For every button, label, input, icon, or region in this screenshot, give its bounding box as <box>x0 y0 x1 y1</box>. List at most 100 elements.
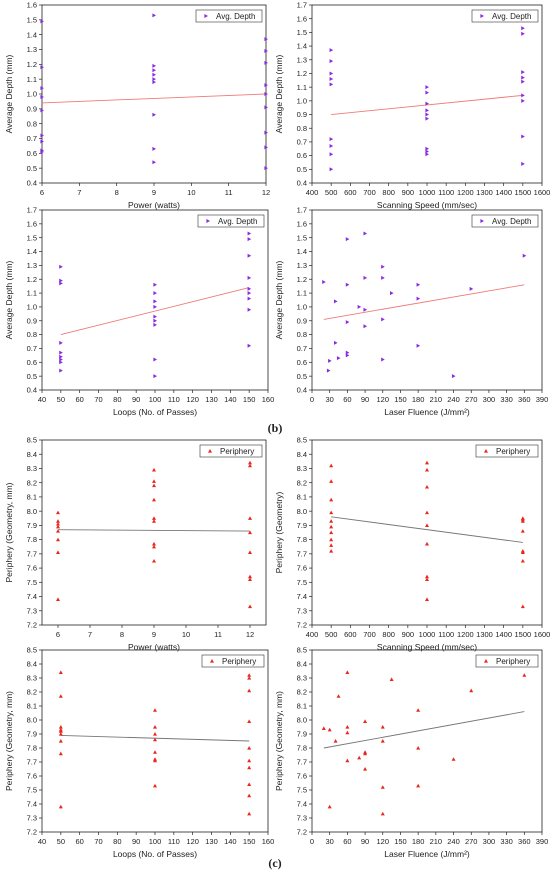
x-tick-label: 270 <box>465 837 478 846</box>
data-point <box>425 597 429 601</box>
data-point <box>152 541 156 546</box>
legend-label: Avg. Depth <box>492 217 531 226</box>
data-point <box>329 519 334 523</box>
x-tick-label: 40 <box>38 395 46 404</box>
x-tick-label: 900 <box>402 630 415 639</box>
x-tick-label: 360 <box>518 837 531 846</box>
y-tick-label: 7.9 <box>27 730 37 739</box>
data-point <box>521 79 525 84</box>
x-tick-label: 160 <box>262 395 275 404</box>
x-axis-label: Loops (No. of Passes) <box>113 407 197 417</box>
x-tick-label: 1500 <box>514 630 531 639</box>
data-point <box>521 98 525 103</box>
trend-line <box>323 284 525 320</box>
data-point <box>329 530 334 535</box>
data-point <box>152 63 156 68</box>
data-point <box>152 497 156 502</box>
y-tick-label: 7.4 <box>297 800 307 809</box>
data-point <box>326 368 331 373</box>
x-tick-label: 240 <box>447 395 460 404</box>
data-point <box>425 85 429 90</box>
data-point <box>521 93 525 98</box>
y-axis-label: Average Depth (mm) <box>4 54 14 133</box>
data-point <box>59 340 63 345</box>
x-tick-label: 1200 <box>457 188 474 197</box>
data-point <box>248 550 252 555</box>
y-tick-label: 0.5 <box>297 165 307 174</box>
y-tick-label: 0.5 <box>27 372 37 381</box>
data-point <box>152 72 156 77</box>
x-axis-label: Power (watts) <box>128 642 180 652</box>
x-tick-label: 11 <box>214 630 222 639</box>
data-point <box>247 231 252 236</box>
data-point <box>329 59 334 64</box>
data-point <box>416 343 421 348</box>
y-tick-label: 0.6 <box>27 358 37 367</box>
y-tick-label: 8.4 <box>297 660 307 669</box>
y-tick-label: 0.7 <box>297 138 307 147</box>
x-tick-label: 60 <box>343 395 351 404</box>
data-point <box>357 755 362 760</box>
x-tick-label: 130 <box>205 395 218 404</box>
y-tick-label: 7.5 <box>27 786 37 795</box>
data-point <box>520 550 525 555</box>
data-point <box>520 519 525 523</box>
data-point <box>520 604 525 609</box>
data-point <box>56 524 60 529</box>
data-point <box>153 374 157 379</box>
x-axis-label: Loops (No. of Passes) <box>113 849 197 859</box>
y-tick-label: 1.2 <box>297 69 307 78</box>
y-tick-label: 1.2 <box>27 275 37 284</box>
x-axis-label: Scanning Speed (mm/sec) <box>377 642 477 652</box>
y-tick-label: 1.6 <box>27 1 37 10</box>
x-tick-label: 110 <box>168 837 180 846</box>
y-tick-label: 0.7 <box>27 344 37 353</box>
data-point <box>321 726 326 730</box>
data-point <box>152 519 156 523</box>
data-point <box>59 357 63 362</box>
data-point <box>56 521 60 526</box>
data-point <box>153 750 157 754</box>
y-tick-label: 1.5 <box>297 28 307 37</box>
data-point <box>264 37 268 42</box>
data-point <box>59 350 63 355</box>
x-tick-label: 90 <box>361 837 369 846</box>
x-tick-label: 30 <box>326 395 334 404</box>
data-point <box>345 282 350 287</box>
y-tick-label: 7.3 <box>27 606 37 615</box>
data-point <box>152 516 156 520</box>
data-point <box>247 291 252 296</box>
data-point <box>345 350 350 355</box>
y-tick-label: 8.5 <box>27 436 37 445</box>
data-point <box>521 70 525 75</box>
data-point <box>381 275 385 280</box>
data-point <box>247 676 252 680</box>
data-point <box>333 340 338 345</box>
data-point <box>380 725 385 729</box>
y-tick-label: 7.4 <box>27 800 37 809</box>
y-tick-label: 0.4 <box>297 386 307 395</box>
chart-6: 400 500 600 700 800 900 1000 1100 1200 1300 1400 15… <box>274 436 550 652</box>
x-tick-label: 70 <box>94 395 102 404</box>
data-point <box>247 793 252 798</box>
data-point <box>329 510 334 515</box>
y-tick-label: 7.7 <box>297 758 307 767</box>
y-tick-label: 7.8 <box>27 535 37 544</box>
data-point <box>153 725 157 729</box>
x-tick-label: 70 <box>94 837 102 846</box>
x-tick-label: 1100 <box>438 188 454 197</box>
x-tick-label: 50 <box>57 837 65 846</box>
data-point <box>329 137 334 142</box>
x-tick-label: 80 <box>113 395 121 404</box>
x-tick-label: 90 <box>132 837 140 846</box>
y-tick-label: 7.5 <box>297 786 307 795</box>
y-tick-label: 8.3 <box>27 674 37 683</box>
data-point <box>59 264 63 269</box>
data-point <box>247 688 252 693</box>
data-point <box>521 31 525 36</box>
data-point <box>247 758 252 763</box>
plot-frame <box>41 4 267 184</box>
trend-line <box>323 711 525 749</box>
y-tick-label: 7.6 <box>297 564 307 573</box>
plot-frame <box>41 439 267 626</box>
